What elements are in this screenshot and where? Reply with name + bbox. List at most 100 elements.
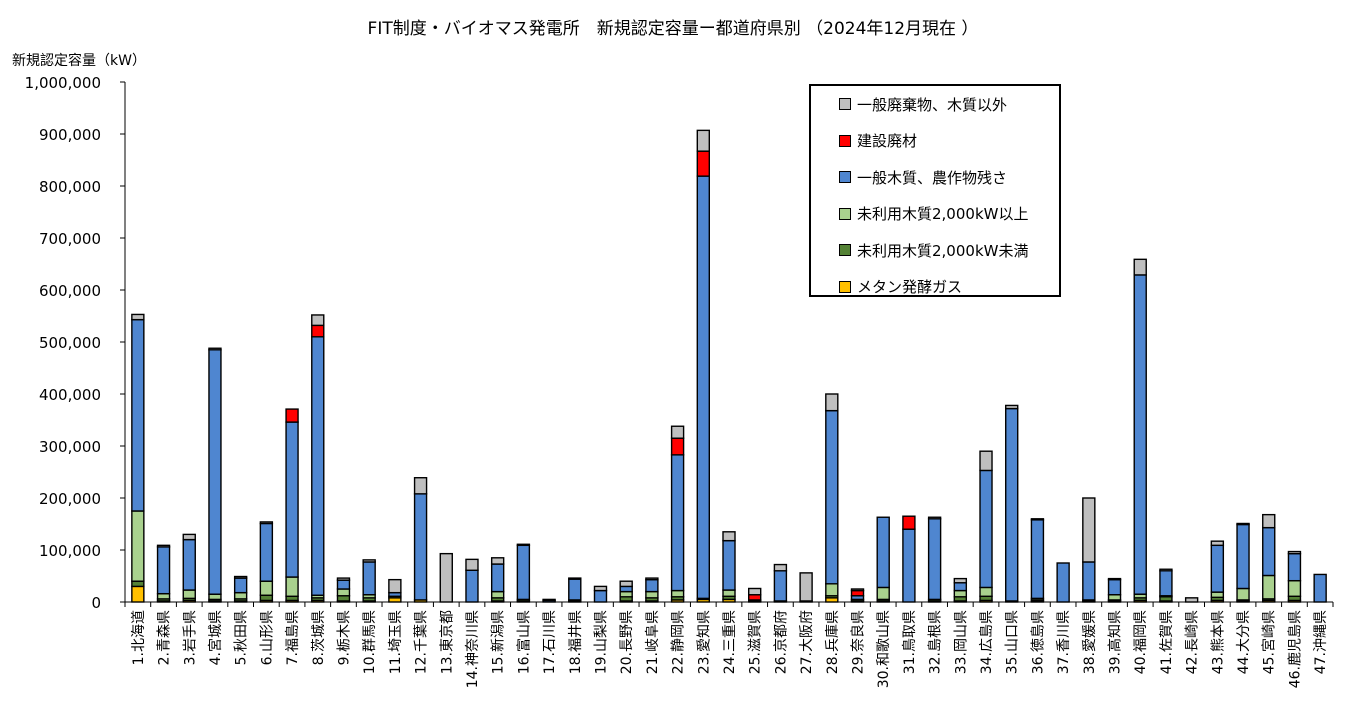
x-tick-label: 24.三重県	[722, 610, 738, 674]
bar-segment-general_waste	[336, 577, 351, 581]
x-tick-label: 31.鳥取県	[902, 610, 918, 674]
legend-label: 建設廃材	[857, 132, 918, 150]
bar-segment-general_waste	[516, 543, 531, 547]
x-tick-label: 12.千葉県	[414, 610, 430, 674]
bar-segment-unused_wood_small	[131, 580, 145, 588]
x-tick-label: 7.福島県	[285, 610, 301, 665]
x-tick-label: 10.群馬県	[362, 610, 378, 674]
y-tick-label: 600,000	[39, 282, 101, 300]
bar-segment-construction_waste	[285, 408, 299, 423]
bar-segment-general_wood	[670, 454, 685, 592]
bar-segment-general_waste	[1159, 568, 1173, 572]
x-tick-label: 6.山形県	[259, 610, 275, 665]
x-tick-label: 2.青森県	[157, 610, 173, 665]
y-tick-label: 900,000	[39, 126, 101, 144]
bar-segment-general_wood	[1313, 573, 1327, 603]
x-tick-label: 19.山梨県	[593, 610, 609, 674]
y-tick-label: 400,000	[39, 386, 101, 404]
legend-item: 一般廃棄物、木質以外	[839, 94, 1007, 114]
bar-segment-general_waste	[131, 313, 145, 321]
bar-segment-general_waste	[927, 516, 942, 520]
bar-segment-unused_wood_large	[1236, 587, 1250, 601]
bar-segment-general_waste	[311, 314, 325, 327]
bar-segment-general_wood	[208, 349, 222, 595]
x-tick-label: 20.長野県	[619, 610, 635, 674]
bar-segment-general_wood	[465, 569, 479, 603]
bar-segment-construction_waste	[850, 589, 865, 597]
x-tick-label: 26.京都府	[773, 610, 789, 674]
x-tick-label: 34.広島県	[979, 610, 995, 674]
bar-segment-general_wood	[1262, 526, 1276, 577]
legend-item: 一般木質、農作物残さ	[839, 167, 1007, 187]
x-tick-label: 28.兵庫県	[824, 610, 841, 674]
bar-segment-general_wood	[927, 518, 942, 601]
legend-label: 未利用木質2,000kW以上	[857, 205, 1029, 223]
x-tick-label: 13.東京都	[439, 610, 455, 674]
chart-title: FIT制度・バイオマス発電所 新規認定容量ー都道府県別 （2024年12月現在 …	[367, 19, 979, 39]
bar-segment-general_wood	[1005, 407, 1019, 602]
legend-item: 建設廃材	[839, 131, 917, 151]
x-tick-label: 38.愛媛県	[1082, 610, 1098, 674]
bar-segment-construction_waste	[311, 324, 325, 338]
bar-segment-general_waste	[413, 477, 428, 495]
bar-segment-unused_wood_large	[285, 576, 299, 597]
legend-item: 未利用木質2,000kW未満	[839, 240, 1028, 260]
x-tick-label: 11.埼玉県	[388, 610, 404, 674]
legend-label: メタン発酵ガス	[857, 278, 963, 296]
bar-segment-general_waste	[645, 577, 659, 581]
bar-segment-unused_wood_large	[1262, 574, 1276, 600]
bar-segment-general_wood	[876, 516, 890, 589]
bar-segment-unused_wood_large	[979, 586, 993, 597]
bar-segment-general_waste	[619, 580, 633, 588]
x-tick-label: 41.佐賀県	[1159, 610, 1175, 674]
bar-segment-general_wood	[593, 589, 608, 603]
bar-segment-unused_wood_large	[825, 583, 839, 597]
bar-segment-general_wood	[259, 522, 274, 582]
bar-segment-general_wood	[953, 582, 968, 592]
bar-segment-unused_wood_large	[722, 589, 736, 597]
x-tick-label: 35.山口県	[1005, 610, 1021, 674]
bar-segment-unused_wood_large	[233, 591, 248, 600]
legend-swatch	[839, 134, 851, 147]
bar-segment-general_wood	[413, 493, 428, 601]
bar-segment-general_waste	[1082, 497, 1096, 563]
bar-segment-general_waste	[1133, 258, 1147, 276]
y-tick-label: 200,000	[39, 490, 101, 508]
bar-segment-general_waste	[1236, 522, 1250, 526]
bar-segment-general_waste	[748, 587, 762, 596]
x-tick-label: 47.沖縄県	[1313, 610, 1329, 674]
x-tick-label: 36.徳島県	[1030, 610, 1046, 674]
bar-segment-general_waste	[156, 544, 171, 548]
bar-segment-general_waste	[182, 533, 196, 541]
bar-segment-general_waste	[979, 450, 993, 472]
bar-segment-general_waste	[465, 558, 479, 571]
x-tick-label: 30.和歌山県	[876, 610, 892, 688]
x-tick-label: 27.大阪府	[799, 610, 815, 674]
x-tick-label: 18.福井県	[568, 610, 584, 674]
bar-segment-unused_wood_large	[670, 589, 685, 598]
bar-segment-general_waste	[362, 559, 376, 563]
bar-segment-methane	[131, 585, 145, 603]
bar-segment-general_waste	[542, 598, 556, 602]
legend: 一般廃棄物、木質以外建設廃材一般木質、農作物残さ未利用木質2,000kW以上未利…	[809, 84, 1061, 297]
legend-swatch	[839, 244, 851, 256]
x-tick-label: 45.宮崎県	[1262, 610, 1278, 674]
y-tick-label: 300,000	[39, 438, 101, 456]
bar-segment-general_wood	[1210, 544, 1225, 593]
bar-segment-unused_wood_large	[156, 592, 171, 600]
y-axis-label: 新規認定容量（kW）	[12, 53, 146, 69]
bar-segment-general_wood	[979, 469, 993, 589]
x-tick-label: 3.岩手県	[182, 610, 198, 665]
x-tick-label: 8.茨城県	[311, 610, 327, 665]
x-tick-labels: 1.北海道 2.青森県 3.岩手県 4.宮城県 5.秋田県 6.山形県 7.福島県 8.茨城県…	[131, 610, 1329, 688]
bar-segment-unused_wood_large	[131, 510, 145, 582]
bar-segment-general_waste	[1287, 550, 1302, 555]
bar-segment-general_waste	[1184, 597, 1199, 603]
bar-segment-general_waste	[953, 577, 968, 584]
bar-segment-general_waste	[696, 129, 710, 152]
bar-segment-unused_wood_large	[876, 586, 890, 601]
bar-segment-general_wood	[311, 336, 325, 596]
x-tick-label: 9.栃木県	[336, 610, 352, 665]
x-tick-label: 33.岡山県	[953, 610, 969, 674]
